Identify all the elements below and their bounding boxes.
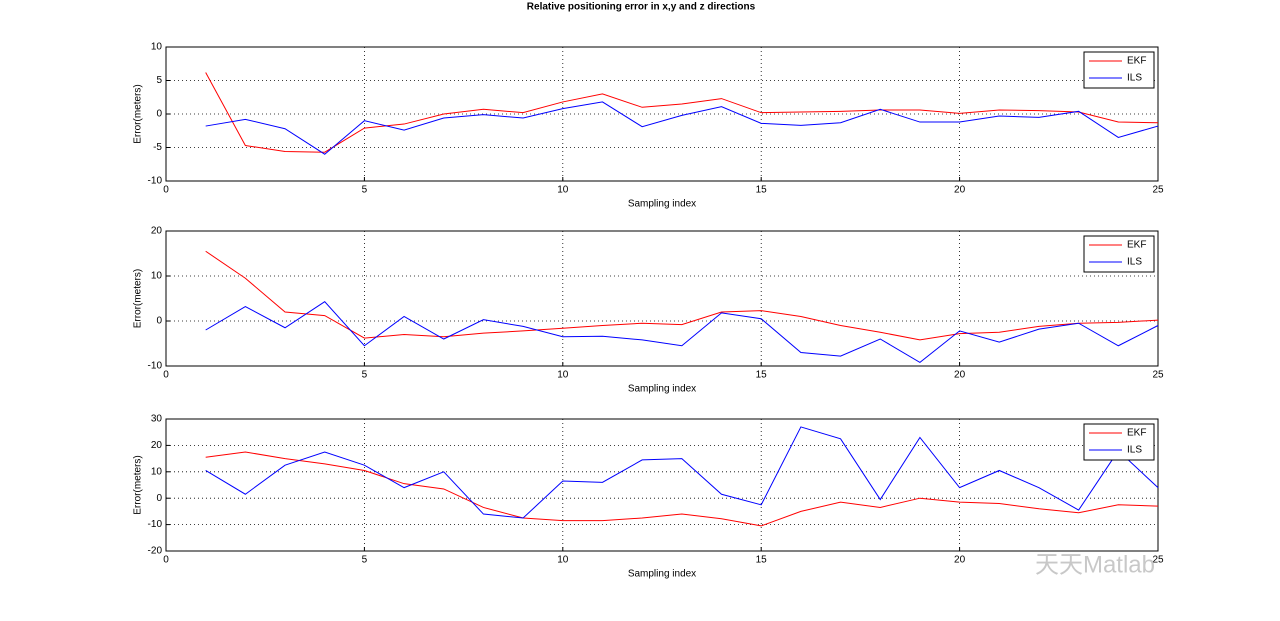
y-tick-label: 5 (156, 75, 162, 86)
y-axis-label: Error(meters) (133, 84, 144, 143)
x-tick-label: 0 (163, 185, 169, 196)
y-axis-label: Error(meters) (133, 455, 144, 514)
y-tick-label: -20 (148, 546, 163, 557)
y-tick-label: -10 (148, 361, 163, 372)
x-tick-label: 0 (163, 370, 169, 381)
legend-box (1083, 51, 1155, 89)
y-tick-label: 20 (151, 440, 163, 451)
y-tick-label: -10 (148, 176, 163, 187)
y-tick-label: 0 (156, 316, 162, 327)
y-tick-label: 20 (151, 226, 163, 237)
x-tick-label: 25 (1152, 370, 1164, 381)
data-line (205, 300, 1159, 364)
y-tick-label: 10 (151, 466, 163, 477)
x-tick-label: 5 (362, 555, 368, 566)
legend-label: EKF (1127, 428, 1146, 439)
y-tick-label: -10 (148, 519, 163, 530)
legend-label: ILS (1127, 73, 1142, 84)
data-line (205, 101, 1159, 155)
legend-label: EKF (1127, 240, 1146, 251)
x-tick-label: 10 (557, 555, 569, 566)
x-tick-label: 20 (954, 555, 966, 566)
axes-box (165, 46, 1159, 182)
x-tick-label: 15 (756, 185, 768, 196)
x-tick-label: 25 (1152, 555, 1164, 566)
data-line (205, 250, 1159, 341)
chart-title: Relative positioning error in x,y and z … (527, 2, 756, 13)
y-axis-label: Error(meters) (133, 269, 144, 328)
plot-area (166, 419, 1158, 551)
x-axis-label: Sampling index (628, 569, 696, 580)
data-line (205, 72, 1159, 153)
y-tick-label: 0 (156, 493, 162, 504)
legend-label: ILS (1127, 445, 1142, 456)
y-tick-label: 0 (156, 109, 162, 120)
axes-box (165, 230, 1159, 367)
x-tick-label: 20 (954, 185, 966, 196)
legend-box (1083, 423, 1155, 461)
legend-label: EKF (1127, 56, 1146, 67)
x-tick-label: 25 (1152, 185, 1164, 196)
axes-box (165, 418, 1159, 552)
data-line (205, 426, 1159, 519)
y-tick-label: 30 (151, 414, 163, 425)
watermark: 天天Matlab (1035, 551, 1155, 578)
x-tick-label: 5 (362, 185, 368, 196)
legend-label: ILS (1127, 257, 1142, 268)
y-tick-label: -5 (153, 142, 162, 153)
x-tick-label: 10 (557, 370, 569, 381)
data-line (205, 451, 1159, 527)
x-tick-label: 20 (954, 370, 966, 381)
x-axis-label: Sampling index (628, 199, 696, 210)
x-tick-label: 5 (362, 370, 368, 381)
x-tick-label: 15 (756, 370, 768, 381)
x-tick-label: 15 (756, 555, 768, 566)
y-tick-label: 10 (151, 271, 163, 282)
x-tick-label: 0 (163, 555, 169, 566)
legend-box (1083, 235, 1155, 273)
plot-area (166, 231, 1158, 366)
y-tick-label: 10 (151, 42, 163, 53)
x-axis-label: Sampling index (628, 384, 696, 395)
x-tick-label: 10 (557, 185, 569, 196)
